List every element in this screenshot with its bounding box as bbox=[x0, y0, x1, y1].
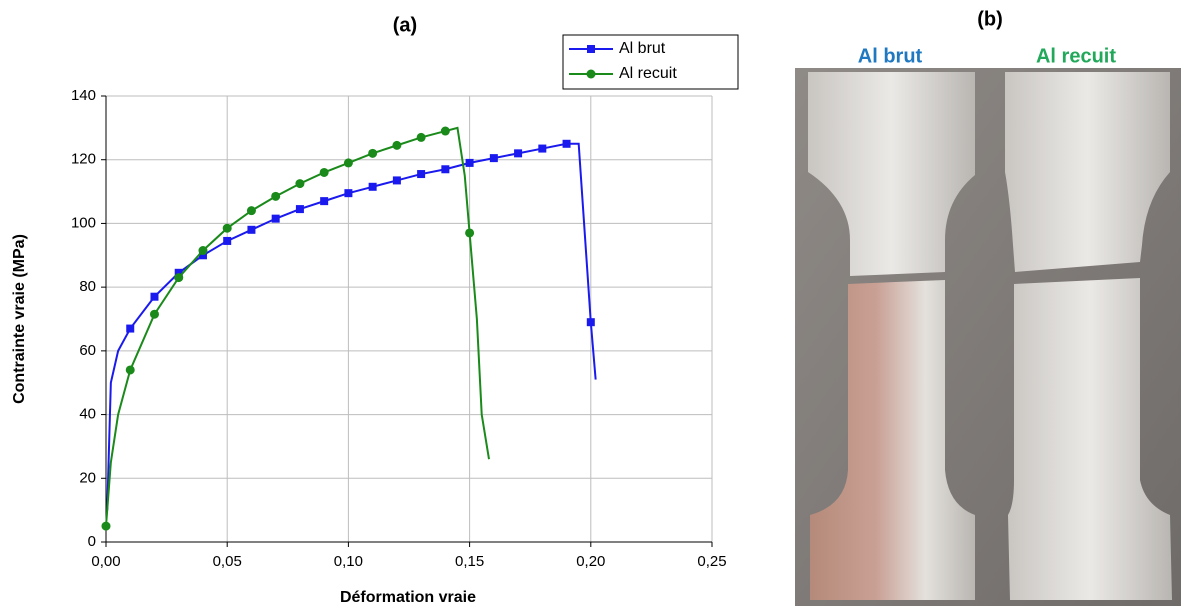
y-tick-label: 60 bbox=[79, 342, 96, 359]
specimen bbox=[1005, 72, 1170, 272]
x-tick-label: 0,00 bbox=[91, 553, 120, 570]
marker bbox=[174, 268, 183, 277]
y-tick-label: 20 bbox=[79, 469, 96, 486]
marker bbox=[295, 179, 305, 189]
photo-label: Al brut bbox=[858, 45, 923, 67]
marker bbox=[586, 318, 595, 327]
legend-marker bbox=[587, 45, 595, 53]
x-tick-label: 0,20 bbox=[576, 553, 605, 570]
marker bbox=[514, 149, 523, 158]
specimen bbox=[810, 280, 975, 600]
legend-label: Al recuit bbox=[619, 65, 677, 82]
marker bbox=[489, 154, 498, 163]
marker bbox=[246, 206, 256, 216]
marker bbox=[150, 292, 159, 301]
marker bbox=[223, 236, 232, 245]
marker bbox=[247, 225, 256, 234]
marker bbox=[222, 223, 232, 233]
y-axis-label: Contrainte vraie (MPa) bbox=[11, 234, 28, 404]
y-tick-label: 40 bbox=[79, 406, 96, 423]
x-tick-label: 0,15 bbox=[455, 553, 484, 570]
x-tick-label: 0,25 bbox=[697, 553, 726, 570]
marker bbox=[441, 165, 450, 174]
series-line bbox=[105, 126, 490, 527]
marker bbox=[295, 205, 304, 214]
marker bbox=[149, 309, 159, 319]
marker bbox=[417, 170, 426, 179]
marker bbox=[271, 191, 281, 201]
series-line bbox=[106, 142, 597, 511]
marker bbox=[344, 189, 353, 198]
legend-box bbox=[562, 34, 739, 90]
specimen bbox=[1008, 278, 1172, 600]
y-tick-label: 100 bbox=[71, 214, 96, 231]
marker bbox=[368, 182, 377, 191]
marker bbox=[101, 521, 111, 531]
marker bbox=[465, 158, 474, 167]
x-tick-label: 0,10 bbox=[334, 553, 363, 570]
marker bbox=[562, 139, 571, 148]
marker bbox=[392, 140, 402, 150]
x-tick-label: 0,05 bbox=[213, 553, 242, 570]
marker bbox=[343, 158, 353, 168]
y-tick-label: 0 bbox=[88, 533, 96, 550]
marker bbox=[538, 144, 547, 153]
marker bbox=[319, 167, 329, 177]
x-axis-label: Déformation vraie bbox=[340, 589, 476, 606]
photo-label: Al recuit bbox=[1036, 45, 1116, 67]
photo-title: (b) bbox=[977, 8, 1003, 30]
legend-label: Al brut bbox=[619, 40, 666, 57]
legend-marker bbox=[586, 69, 596, 79]
marker bbox=[392, 176, 401, 185]
marker bbox=[440, 126, 450, 136]
photo bbox=[795, 68, 1181, 606]
marker bbox=[125, 365, 135, 375]
marker bbox=[465, 228, 475, 238]
marker bbox=[320, 197, 329, 206]
marker bbox=[368, 148, 378, 158]
marker bbox=[271, 214, 280, 223]
y-tick-label: 140 bbox=[71, 87, 96, 104]
y-tick-label: 120 bbox=[71, 151, 96, 168]
marker bbox=[416, 132, 426, 142]
marker bbox=[198, 251, 207, 260]
specimen bbox=[808, 72, 975, 276]
marker bbox=[198, 246, 208, 256]
marker bbox=[126, 324, 135, 333]
marker bbox=[174, 273, 184, 283]
y-tick-label: 80 bbox=[79, 278, 96, 295]
chart-title: (a) bbox=[393, 14, 417, 36]
